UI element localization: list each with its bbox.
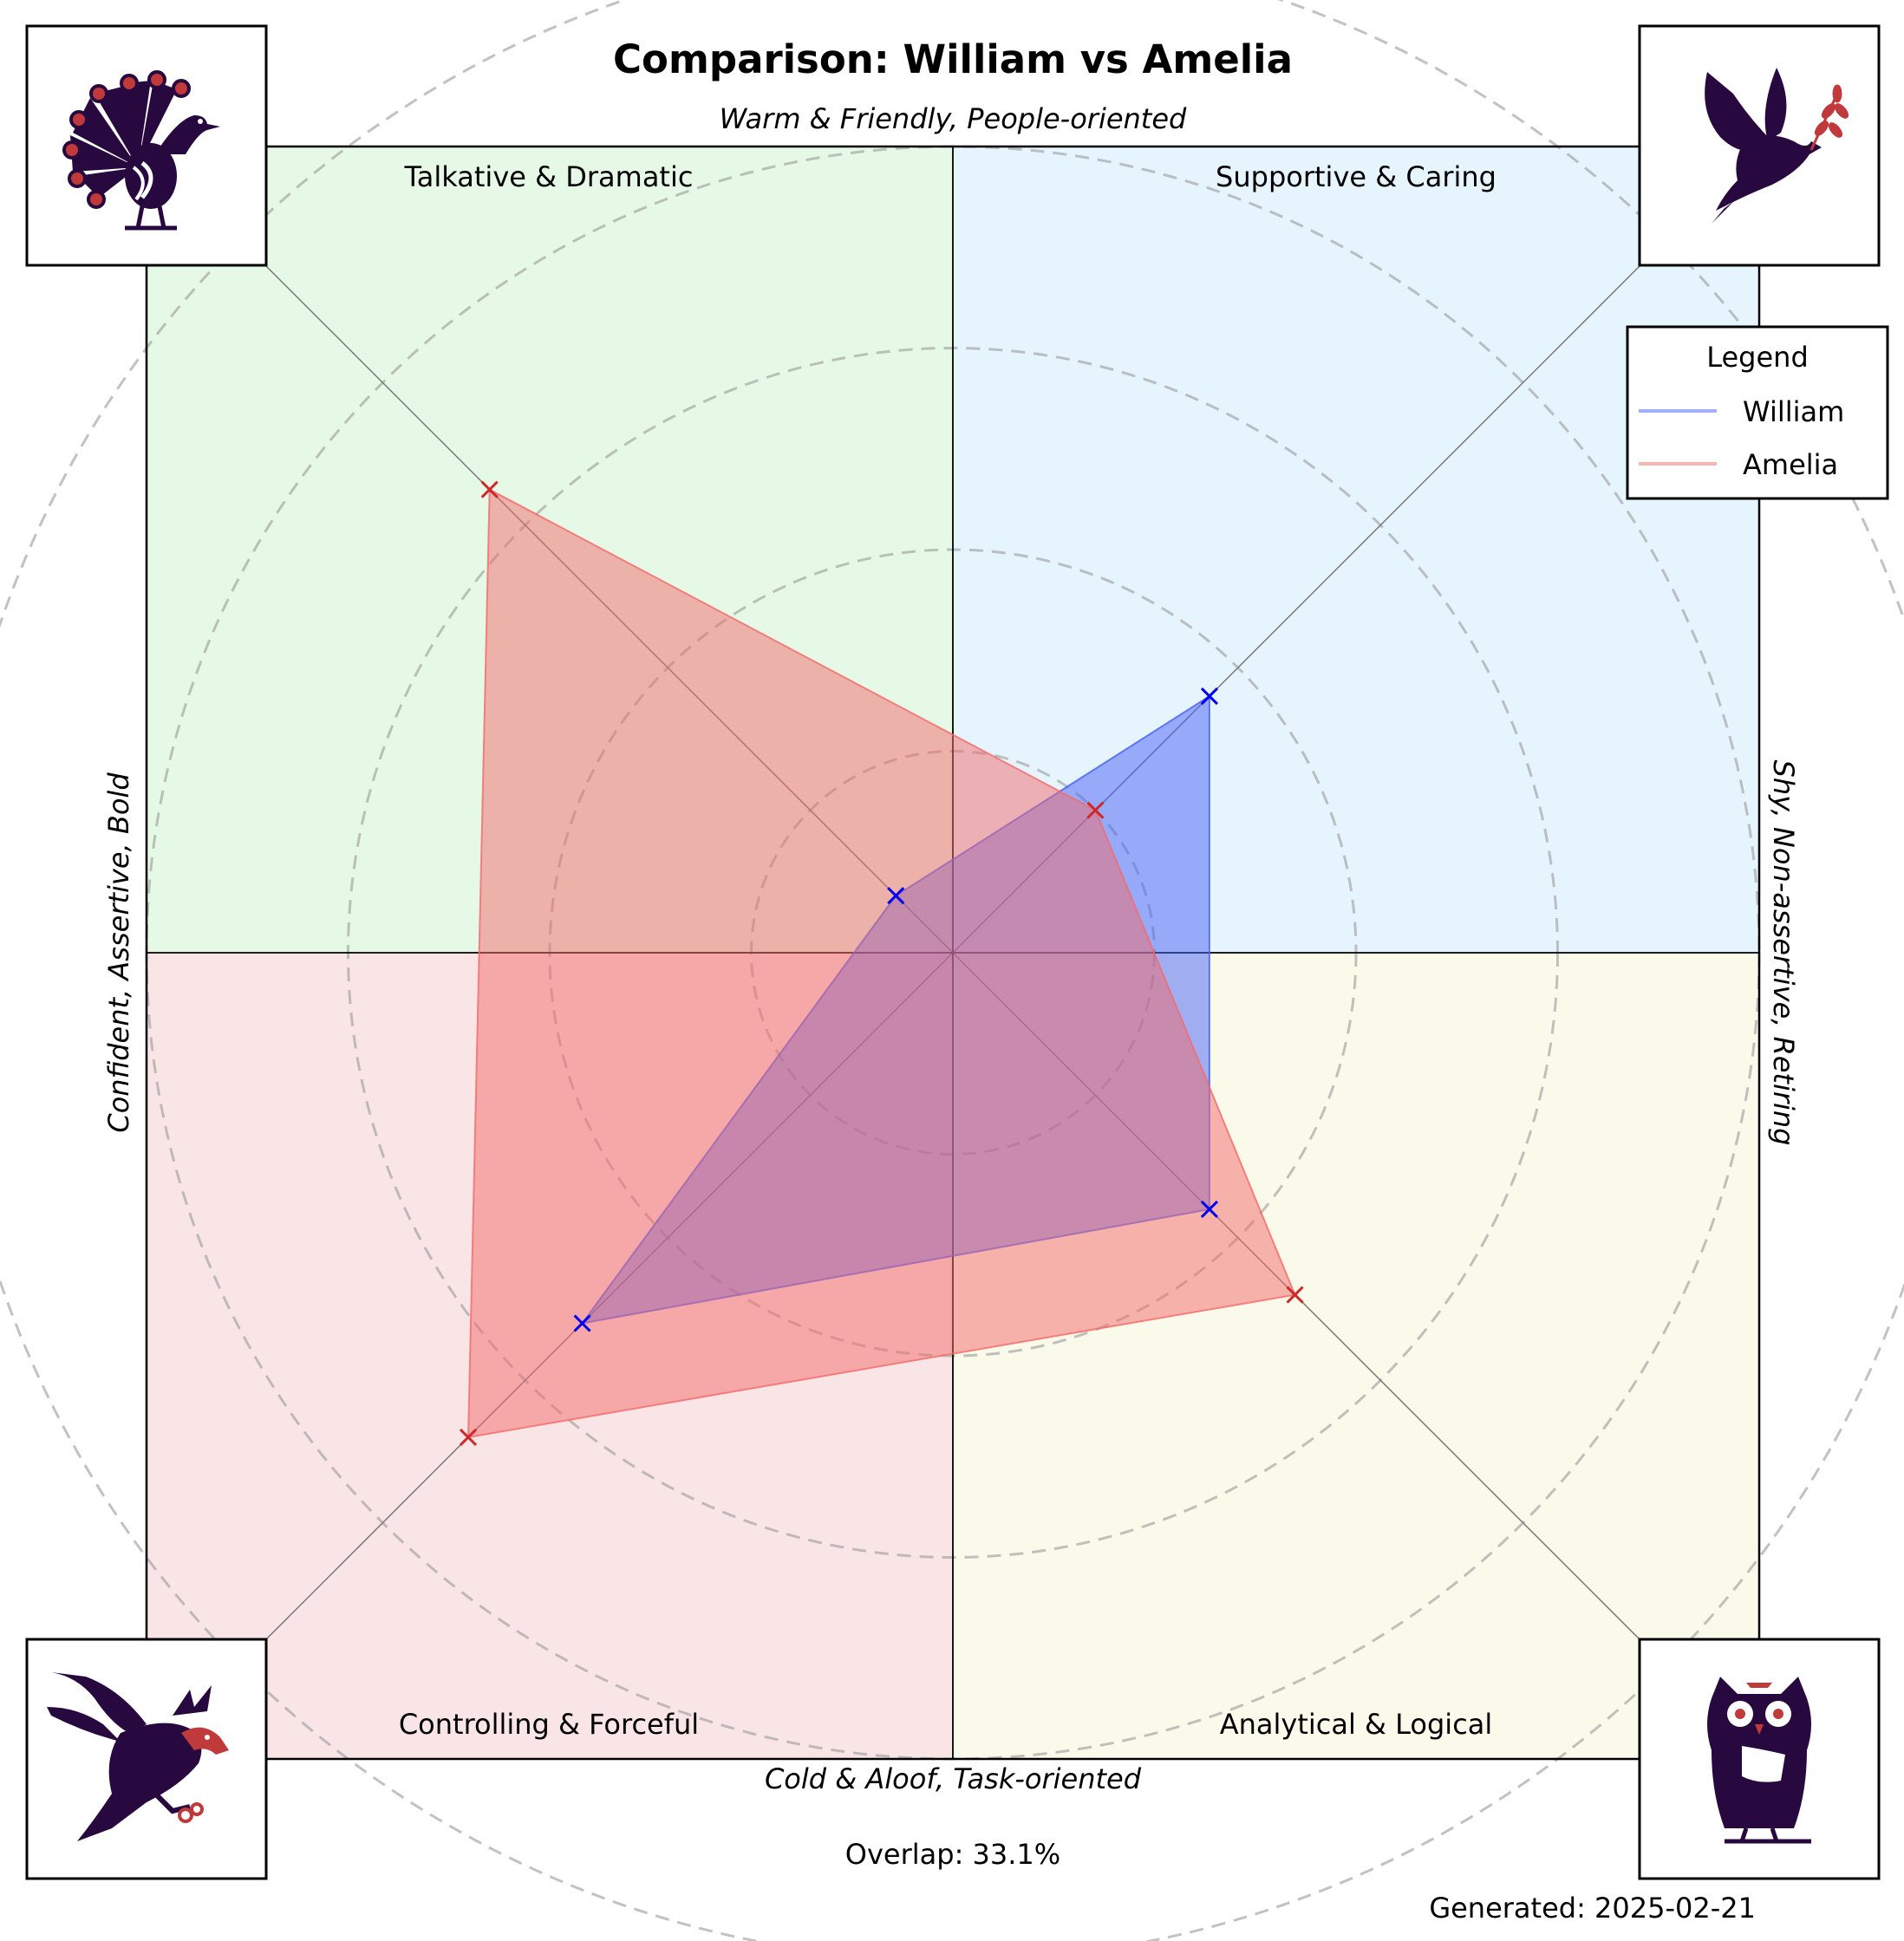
axis-label-right: Shy, Non-assertive, Retiring bbox=[1767, 760, 1800, 1146]
point-marker-william bbox=[573, 1314, 591, 1332]
axis-label-left: Confident, Assertive, Bold bbox=[102, 772, 135, 1133]
legend-title: Legend bbox=[1706, 341, 1809, 374]
dove-icon bbox=[1638, 24, 1881, 267]
generated-text: Generated: 2025-02-21 bbox=[1429, 1892, 1756, 1925]
point-marker-amelia bbox=[1286, 1286, 1304, 1304]
quadrant-label-supportive: Supportive & Caring bbox=[1216, 160, 1496, 193]
plot-border bbox=[145, 145, 1761, 1761]
overlap-text: Overlap: 33.1% bbox=[845, 1838, 1060, 1871]
point-marker-amelia bbox=[1086, 801, 1105, 819]
legend: Legend William Amelia bbox=[1626, 325, 1889, 500]
series-layer bbox=[459, 480, 1304, 1447]
eagle-icon bbox=[25, 1638, 268, 1880]
point-marker-william bbox=[1200, 1200, 1218, 1218]
point-marker-william bbox=[887, 887, 905, 905]
quadrant-label-controlling: Controlling & Forceful bbox=[399, 1708, 699, 1741]
point-marker-william bbox=[1200, 687, 1218, 706]
axis-label-top: Warm & Friendly, People-oriented bbox=[720, 102, 1187, 135]
point-marker-amelia bbox=[459, 1428, 478, 1447]
quadrant-label-analytical: Analytical & Logical bbox=[1220, 1708, 1493, 1741]
peacock-icon bbox=[25, 24, 268, 267]
owl-icon bbox=[1638, 1638, 1881, 1880]
axis-label-bottom: Cold & Aloof, Task-oriented bbox=[765, 1762, 1142, 1795]
chart-title: Comparison: William vs Amelia bbox=[613, 36, 1293, 82]
legend-label-amelia: Amelia bbox=[1743, 448, 1838, 481]
legend-label-william: William bbox=[1743, 395, 1844, 428]
point-marker-amelia bbox=[480, 480, 499, 498]
quadrant-label-talkative: Talkative & Dramatic bbox=[404, 160, 694, 193]
